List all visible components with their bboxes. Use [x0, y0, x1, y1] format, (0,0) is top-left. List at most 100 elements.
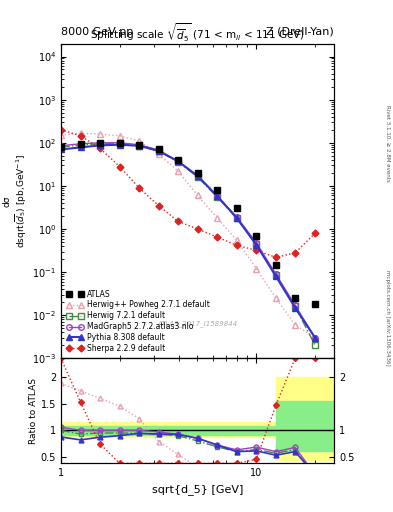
Herwig++ Powheg 2.7.1 default — [59, 132, 63, 138]
Herwig++ Powheg 2.7.1 default — [78, 131, 83, 137]
ATLAS — [118, 140, 122, 146]
MadGraph5 2.7.2.atlas3 nlo — [254, 240, 259, 246]
Pythia 8.308 default — [156, 148, 161, 154]
Herwig++ Powheg 2.7.1 default — [195, 193, 200, 199]
Herwig++ Powheg 2.7.1 default — [176, 168, 180, 174]
Herwig++ Powheg 2.7.1 default — [118, 133, 122, 139]
ATLAS — [195, 170, 200, 176]
Herwig 7.2.1 default — [59, 144, 63, 150]
Sherpa 2.2.9 default — [137, 185, 141, 191]
Herwig 7.2.1 default — [97, 141, 102, 147]
Pythia 8.308 default — [195, 173, 200, 179]
Text: Z (Drell-Yan): Z (Drell-Yan) — [266, 27, 334, 37]
Herwig 7.2.1 default — [118, 141, 122, 147]
Sherpa 2.2.9 default — [234, 242, 239, 248]
Pythia 8.308 default — [254, 242, 259, 248]
Herwig++ Powheg 2.7.1 default — [215, 215, 220, 221]
Herwig 7.2.1 default — [176, 159, 180, 165]
ATLAS — [215, 187, 220, 193]
Sherpa 2.2.9 default — [313, 230, 318, 236]
MadGraph5 2.7.2.atlas3 nlo — [293, 302, 298, 308]
Herwig 7.2.1 default — [195, 174, 200, 180]
Bar — [276, 377, 334, 460]
Line: ATLAS: ATLAS — [58, 140, 318, 307]
Bar — [276, 401, 334, 451]
Sherpa 2.2.9 default — [59, 126, 63, 133]
Sherpa 2.2.9 default — [274, 254, 278, 261]
Text: ATLAS_2017_I1589844: ATLAS_2017_I1589844 — [157, 320, 238, 327]
MadGraph5 2.7.2.atlas3 nlo — [234, 214, 239, 220]
Sherpa 2.2.9 default — [176, 218, 180, 224]
MadGraph5 2.7.2.atlas3 nlo — [313, 335, 318, 341]
Pythia 8.308 default — [293, 305, 298, 311]
MadGraph5 2.7.2.atlas3 nlo — [274, 271, 278, 277]
ATLAS — [78, 141, 83, 147]
ATLAS — [176, 157, 180, 163]
Text: 8000 GeV pp: 8000 GeV pp — [61, 27, 133, 37]
Sherpa 2.2.9 default — [195, 226, 200, 232]
Herwig++ Powheg 2.7.1 default — [254, 266, 259, 272]
Line: Pythia 8.308 default: Pythia 8.308 default — [58, 142, 318, 340]
Sherpa 2.2.9 default — [215, 234, 220, 240]
Line: Herwig 7.2.1 default: Herwig 7.2.1 default — [58, 141, 318, 348]
Pythia 8.308 default — [274, 273, 278, 280]
MadGraph5 2.7.2.atlas3 nlo — [176, 158, 180, 164]
Legend: ATLAS, Herwig++ Powheg 2.7.1 default, Herwig 7.2.1 default, MadGraph5 2.7.2.atla: ATLAS, Herwig++ Powheg 2.7.1 default, He… — [65, 288, 211, 355]
Line: MadGraph5 2.7.2.atlas3 nlo: MadGraph5 2.7.2.atlas3 nlo — [58, 140, 318, 340]
Text: Rivet 3.1.10, ≥ 2.8M events: Rivet 3.1.10, ≥ 2.8M events — [385, 105, 390, 182]
Herwig++ Powheg 2.7.1 default — [234, 237, 239, 243]
Pythia 8.308 default — [215, 193, 220, 199]
MadGraph5 2.7.2.atlas3 nlo — [78, 141, 83, 147]
Herwig 7.2.1 default — [313, 343, 318, 349]
MadGraph5 2.7.2.atlas3 nlo — [97, 140, 102, 146]
Herwig 7.2.1 default — [137, 143, 141, 149]
Text: mcplots.cern.ch [arXiv:1306.3436]: mcplots.cern.ch [arXiv:1306.3436] — [385, 270, 390, 365]
Pythia 8.308 default — [118, 142, 122, 148]
Herwig 7.2.1 default — [215, 194, 220, 200]
Herwig 7.2.1 default — [234, 215, 239, 221]
Sherpa 2.2.9 default — [78, 133, 83, 139]
Herwig++ Powheg 2.7.1 default — [97, 131, 102, 137]
ATLAS — [234, 205, 239, 211]
ATLAS — [293, 295, 298, 301]
Pythia 8.308 default — [59, 146, 63, 153]
Herwig++ Powheg 2.7.1 default — [156, 151, 161, 157]
Pythia 8.308 default — [234, 215, 239, 221]
Sherpa 2.2.9 default — [293, 250, 298, 256]
Pythia 8.308 default — [137, 143, 141, 149]
Bar — [61, 422, 276, 437]
MadGraph5 2.7.2.atlas3 nlo — [156, 147, 161, 153]
Bar — [61, 426, 276, 435]
Sherpa 2.2.9 default — [156, 202, 161, 208]
Pythia 8.308 default — [78, 144, 83, 151]
Herwig 7.2.1 default — [254, 241, 259, 247]
MadGraph5 2.7.2.atlas3 nlo — [215, 193, 220, 199]
Herwig 7.2.1 default — [274, 272, 278, 278]
Sherpa 2.2.9 default — [118, 163, 122, 169]
ATLAS — [313, 301, 318, 307]
Pythia 8.308 default — [97, 142, 102, 148]
Herwig++ Powheg 2.7.1 default — [137, 138, 141, 144]
Title: Splitting scale $\sqrt{\overline{d}_5}$ (71 < m$_{ll}$ < 111 GeV): Splitting scale $\sqrt{\overline{d}_5}$ … — [90, 22, 305, 44]
Y-axis label: Ratio to ATLAS: Ratio to ATLAS — [29, 378, 38, 444]
Herwig++ Powheg 2.7.1 default — [313, 335, 318, 341]
Sherpa 2.2.9 default — [97, 145, 102, 151]
Pythia 8.308 default — [313, 335, 318, 341]
X-axis label: sqrt{d_5} [GeV]: sqrt{d_5} [GeV] — [152, 484, 243, 495]
ATLAS — [97, 140, 102, 146]
Herwig++ Powheg 2.7.1 default — [274, 295, 278, 301]
ATLAS — [59, 144, 63, 150]
Sherpa 2.2.9 default — [254, 247, 259, 253]
Line: Sherpa 2.2.9 default: Sherpa 2.2.9 default — [59, 127, 318, 260]
MadGraph5 2.7.2.atlas3 nlo — [137, 142, 141, 148]
ATLAS — [254, 232, 259, 239]
MadGraph5 2.7.2.atlas3 nlo — [118, 140, 122, 146]
Line: Herwig++ Powheg 2.7.1 default: Herwig++ Powheg 2.7.1 default — [58, 131, 318, 340]
Herwig++ Powheg 2.7.1 default — [293, 322, 298, 328]
ATLAS — [156, 146, 161, 153]
MadGraph5 2.7.2.atlas3 nlo — [195, 173, 200, 179]
Y-axis label: dσ
dsqrt($\overline{d}_5$) [pb,GeV$^{-1}$]: dσ dsqrt($\overline{d}_5$) [pb,GeV$^{-1}… — [3, 154, 29, 248]
Herwig 7.2.1 default — [293, 304, 298, 310]
ATLAS — [137, 142, 141, 148]
Herwig 7.2.1 default — [78, 142, 83, 148]
